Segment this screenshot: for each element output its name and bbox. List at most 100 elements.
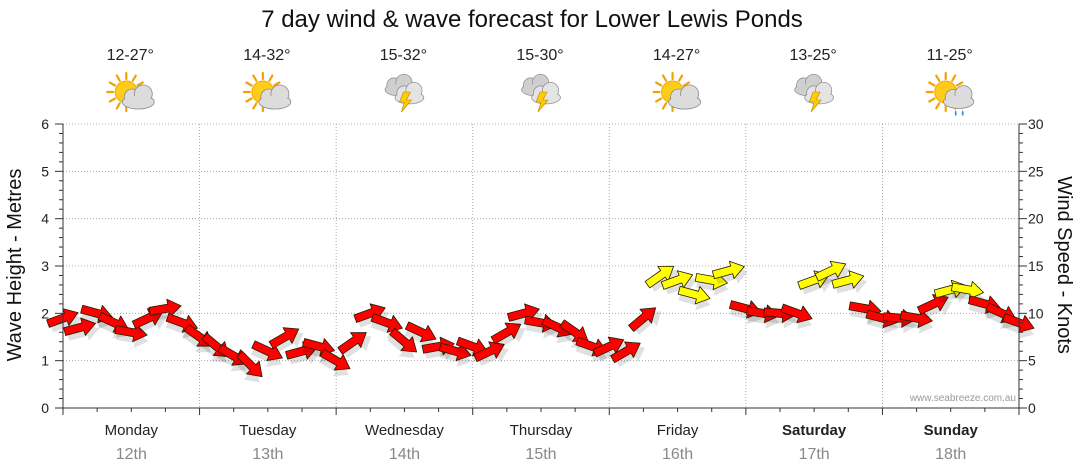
wind-arrow <box>899 309 934 334</box>
right-tick-label: 20 <box>1028 211 1044 227</box>
lightning-bolt <box>535 91 549 113</box>
sun-ray <box>108 81 117 87</box>
sun-ray <box>245 97 253 103</box>
sun-ray <box>677 74 684 82</box>
wind-arrow-shadow <box>182 330 211 353</box>
wind-arrow-shadow <box>633 311 662 335</box>
sun-ray <box>273 81 281 87</box>
cloud-fill <box>123 96 154 108</box>
sun-ray <box>252 74 258 82</box>
left-tick-label: 0 <box>41 400 49 416</box>
thunderstorm-icon <box>794 73 834 113</box>
wind-arrow-shape <box>592 336 625 358</box>
partly-sunny-icon <box>242 71 292 113</box>
plot-grid <box>63 123 1019 408</box>
wind-arrow-shape <box>389 327 418 353</box>
wind-arrow-shape <box>148 298 182 318</box>
sun-ray <box>928 97 936 103</box>
wind-arrow <box>63 317 100 341</box>
day-name-label: Saturday <box>782 422 847 439</box>
sun-ray <box>661 74 668 82</box>
wind-arrow-shape <box>236 350 263 378</box>
partly-sunny-icon <box>652 71 701 113</box>
wind-arrow <box>677 285 711 311</box>
wind-arrow-shadow <box>199 339 227 363</box>
wind-arrow <box>387 327 418 358</box>
partly-sunny-icon <box>106 71 155 113</box>
left-axis: 0 1 2 3 4 5 6 <box>41 116 64 416</box>
wind-arrow-shape <box>268 327 300 349</box>
day-date-label: 14th <box>389 446 420 463</box>
cloud-fill <box>944 96 973 108</box>
sun-ray <box>955 81 964 87</box>
sun-ray <box>655 97 663 103</box>
day-date-label: 18th <box>935 446 966 463</box>
sun-ray <box>935 74 941 82</box>
day-name-label: Tuesday <box>239 422 296 439</box>
wind-arrow <box>711 260 748 284</box>
rain-drop <box>954 110 957 116</box>
wind-arrow-shape <box>711 260 745 280</box>
wind-arrow-shape <box>814 260 847 282</box>
rain-drop <box>961 110 964 116</box>
sun-ray <box>928 81 936 87</box>
sun-ray <box>252 102 258 110</box>
thunderstorm-icon <box>384 73 425 113</box>
wind-arrow <box>268 327 304 353</box>
wind-arrow-shadow <box>495 327 526 348</box>
wind-arrow-shape <box>337 332 367 355</box>
wind-arrow-shape <box>114 323 148 343</box>
lightning-bolt <box>808 91 822 113</box>
sun-ray <box>108 97 117 103</box>
wind-arrow-shape <box>610 341 641 364</box>
right-tick-label: 25 <box>1028 163 1044 179</box>
sun-ray <box>115 102 121 110</box>
day-date-label: 16th <box>662 446 693 463</box>
day-date-label: 13th <box>252 446 283 463</box>
right-tick-label: 5 <box>1028 353 1036 369</box>
wind-arrow-shadow <box>387 334 415 358</box>
day-date-label: 12th <box>116 446 147 463</box>
wind-arrow-shadow <box>342 336 372 358</box>
lightning-bolt <box>398 91 413 113</box>
wind-arrow-shape <box>950 280 984 300</box>
right-tick-label: 0 <box>1028 400 1036 416</box>
chart-title: 7 day wind & wave forecast for Lower Lew… <box>261 6 803 33</box>
wind-arrow <box>318 348 351 377</box>
day-name-label: Thursday <box>510 422 573 439</box>
wind-arrow <box>114 323 148 348</box>
wind-arrow-shadow <box>318 355 349 377</box>
wind-arrow <box>1002 313 1035 339</box>
wind-arrow-shape <box>677 285 711 305</box>
sun-ray <box>136 81 144 87</box>
wind-arrow-shape <box>63 317 96 336</box>
cloud-fill <box>669 96 700 108</box>
wind-arrow <box>404 321 437 349</box>
wind-arrow-shape <box>780 303 813 324</box>
wind-arrow <box>337 332 372 358</box>
x-axis: Monday 12th Tuesday 13th Wednesday 14th Thursd… <box>62 407 1020 463</box>
wind-arrow <box>780 303 813 330</box>
left-tick-label: 6 <box>41 116 49 132</box>
sun-ray <box>682 81 691 87</box>
wind-arrow-shape <box>1002 313 1035 333</box>
sun-ray <box>661 102 668 110</box>
wind-arrow-shape <box>644 265 675 289</box>
wind-arrow-shape <box>490 322 522 345</box>
wind-arrow <box>490 322 526 348</box>
left-axis-title: Wave Height - Metres <box>4 169 26 362</box>
sun-ray <box>131 74 137 82</box>
right-axis-title: Wind Speed - Knots <box>1053 176 1075 354</box>
wind-arrow-shadow <box>615 346 645 367</box>
day-name-label: Monday <box>105 422 159 439</box>
wind-arrow-shape <box>831 270 865 289</box>
weather-forecast-row: 12-27° 14-32° 15-32° 15-30° 14-27° 13-25° 11-2… <box>106 47 975 116</box>
sun-ray <box>655 81 663 87</box>
wind-arrow-shadow <box>921 299 953 319</box>
sun-ray <box>245 81 253 87</box>
wind-arrow-shape <box>899 309 933 328</box>
right-axis: 0 5 10 15 20 25 30 <box>1018 116 1044 416</box>
wind-arrow-shape <box>319 348 351 371</box>
day-temp-range: 15-30° <box>516 47 563 64</box>
wind-arrow-shape <box>559 319 589 342</box>
